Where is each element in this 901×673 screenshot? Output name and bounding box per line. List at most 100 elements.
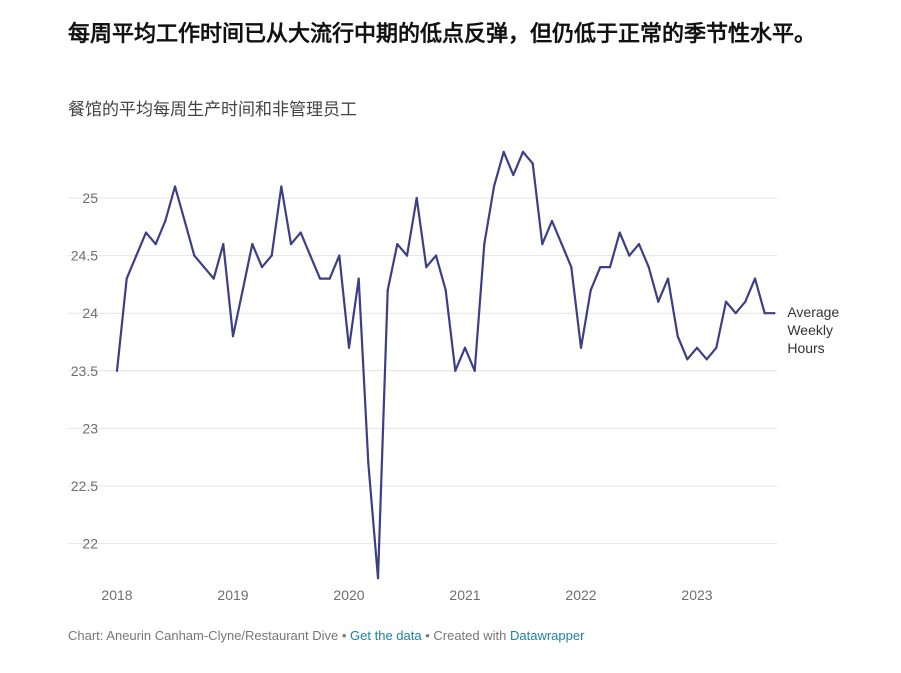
data-point (135, 254, 138, 257)
series-label-line: Hours (787, 340, 824, 356)
data-point (115, 369, 119, 372)
x-tick-label: 2022 (565, 587, 596, 603)
data-point (144, 231, 148, 234)
data-point (241, 289, 244, 292)
data-point (299, 231, 302, 234)
y-tick-label: 24 (82, 305, 98, 321)
x-tick-label: 2020 (333, 587, 364, 603)
data-point (309, 254, 312, 257)
data-point (125, 277, 128, 280)
data-point (154, 243, 157, 246)
get-data-link[interactable]: Get the data (350, 628, 422, 643)
x-tick-label: 2018 (101, 587, 132, 603)
series-line (115, 150, 776, 580)
data-point (705, 358, 708, 361)
data-point (376, 577, 380, 580)
x-tick-label: 2021 (449, 587, 480, 603)
data-point (763, 312, 766, 315)
data-point (695, 346, 699, 349)
data-point (463, 346, 467, 349)
data-point (260, 266, 264, 269)
footer-separator: • (338, 628, 351, 643)
data-point (753, 277, 757, 280)
data-point (502, 150, 505, 153)
data-point (357, 277, 360, 280)
y-tick-label: 25 (82, 190, 98, 206)
series-label-line: Average (787, 304, 839, 320)
footer-separator: • (421, 628, 434, 643)
data-point (454, 369, 457, 372)
y-axis: 22 22.5 23 23.5 24 24.5 25 (71, 190, 98, 552)
data-point (541, 243, 544, 246)
chart-title: 每周平均工作时间已从大流行中期的低点反弹，但仍低于正常的季节性水平。 (68, 21, 817, 47)
data-point (599, 266, 602, 269)
data-point (608, 266, 612, 269)
data-point (328, 277, 331, 280)
datawrapper-link[interactable]: Datawrapper (509, 628, 585, 643)
data-point (164, 219, 167, 223)
data-point (183, 219, 186, 223)
data-point (212, 277, 215, 280)
series-group: Average Weekly Hours (115, 150, 839, 580)
data-point (280, 185, 283, 188)
data-point (724, 300, 728, 303)
data-point (193, 254, 196, 257)
chart-subtitle: 餐馆的平均每周生产时间和非管理员工 (68, 100, 357, 120)
y-tick-label: 23.5 (71, 363, 98, 379)
data-point (521, 150, 525, 153)
series-label: Average Weekly Hours (787, 304, 839, 356)
data-point (270, 254, 273, 257)
y-tick-label: 23 (82, 420, 98, 436)
data-point (628, 254, 631, 257)
data-point (318, 277, 322, 280)
data-point (560, 243, 563, 246)
data-point (492, 185, 496, 188)
y-tick-label: 22 (82, 536, 98, 552)
data-point (444, 289, 447, 292)
footer-credit: Chart: Aneurin Canham-Clyne/Restaurant D… (68, 628, 339, 643)
data-point (434, 254, 438, 257)
data-point (531, 162, 534, 165)
created-with-text: Created with (433, 628, 507, 643)
line-chart: 22 22.5 23 23.5 24 24.5 25 2018 2019 2020 2021 202… (68, 150, 839, 603)
data-point (579, 346, 583, 349)
data-point (483, 243, 486, 246)
data-point (773, 312, 776, 315)
x-tick-label: 2019 (217, 587, 248, 603)
data-point (231, 335, 235, 338)
data-point (251, 243, 254, 246)
data-point (715, 346, 718, 349)
data-point (202, 266, 206, 269)
data-point (425, 266, 428, 269)
data-point (686, 358, 689, 361)
data-point (415, 196, 418, 200)
data-point (347, 346, 351, 349)
data-point (570, 266, 573, 269)
data-point (386, 289, 389, 292)
data-point (744, 300, 747, 303)
data-point (734, 312, 737, 315)
data-point (338, 254, 341, 257)
data-point (550, 219, 554, 223)
data-point (289, 243, 293, 246)
data-point (657, 300, 660, 303)
data-point (173, 185, 177, 188)
y-tick-label: 24.5 (71, 248, 98, 264)
data-point (222, 243, 225, 246)
y-tick-label: 22.5 (71, 478, 98, 494)
x-axis: 2018 2019 2020 2021 2022 2023 (101, 587, 712, 603)
data-point (647, 266, 650, 269)
x-tick-label: 2023 (681, 587, 712, 603)
data-point (618, 231, 621, 234)
data-point (396, 243, 399, 246)
data-point (405, 254, 409, 257)
data-point (589, 289, 592, 292)
data-point (512, 173, 515, 177)
data-point (676, 335, 679, 338)
series-label-line: Weekly (787, 322, 833, 338)
data-point (637, 243, 641, 246)
gridlines (68, 197, 777, 545)
chart-footer: Chart: Aneurin Canham-Clyne/Restaurant D… (68, 628, 584, 643)
data-point (666, 277, 670, 280)
data-point (473, 369, 476, 372)
